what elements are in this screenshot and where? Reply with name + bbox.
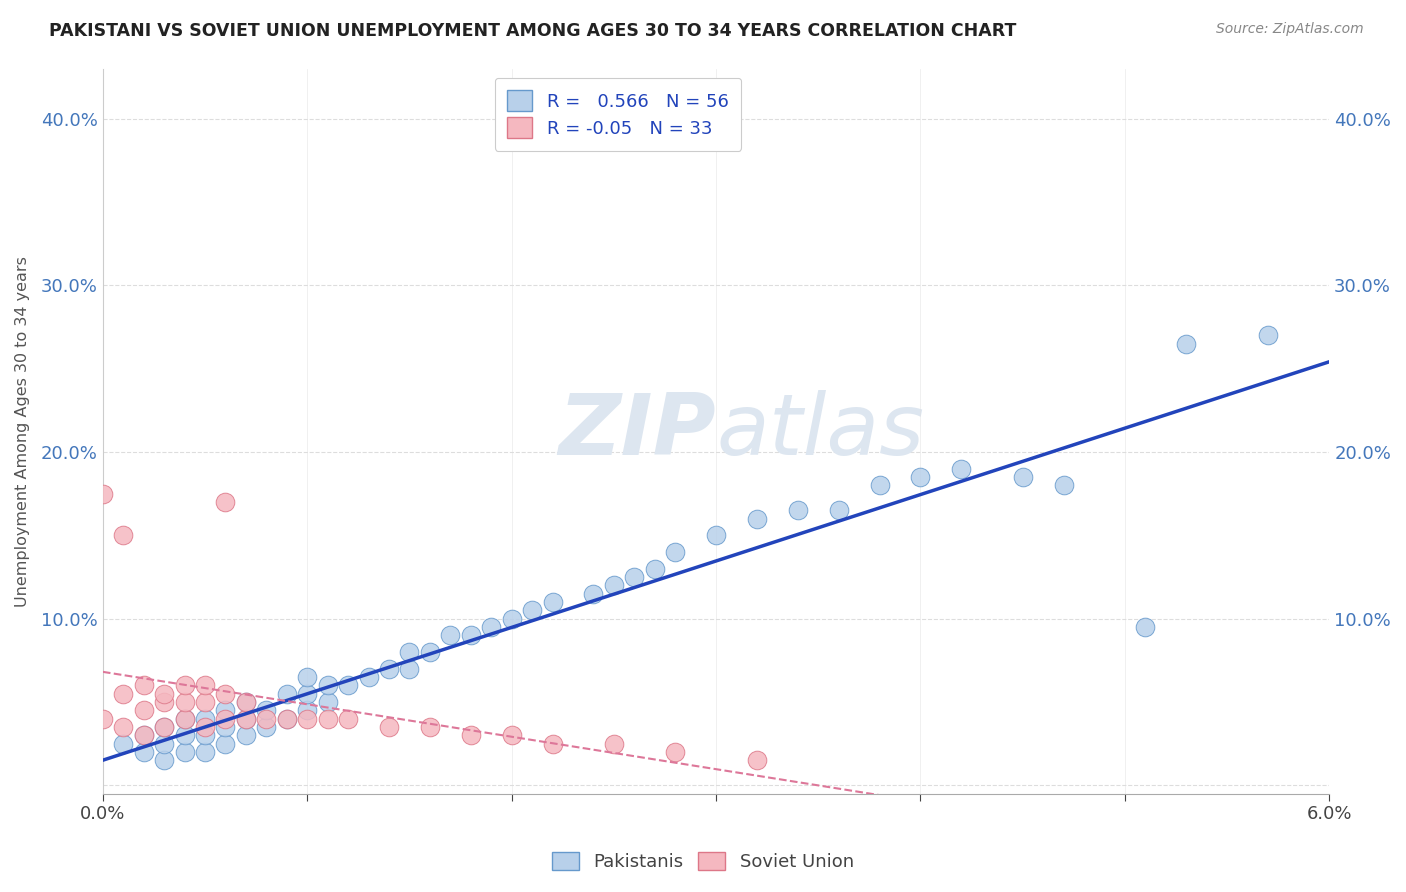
Point: [235, 695, 257, 709]
Point: [316, 712, 339, 726]
Point: [214, 687, 236, 701]
Point: [316, 678, 339, 692]
Point: [132, 728, 155, 742]
Point: [1011, 470, 1033, 484]
Point: [194, 712, 217, 726]
Text: atlas: atlas: [716, 390, 924, 473]
Point: [173, 695, 195, 709]
Point: [132, 745, 155, 759]
Point: [460, 728, 482, 742]
Point: [91, 712, 114, 726]
Point: [704, 528, 727, 542]
Point: [132, 728, 155, 742]
Text: ZIP: ZIP: [558, 390, 716, 473]
Point: [173, 728, 195, 742]
Point: [132, 678, 155, 692]
Point: [214, 703, 236, 717]
Point: [112, 737, 135, 751]
Point: [644, 561, 666, 575]
Point: [501, 728, 523, 742]
Point: [541, 595, 564, 609]
Point: [235, 728, 257, 742]
Point: [254, 712, 277, 726]
Point: [194, 720, 217, 734]
Point: [112, 720, 135, 734]
Point: [501, 612, 523, 626]
Point: [439, 628, 461, 642]
Point: [378, 720, 401, 734]
Point: [194, 678, 217, 692]
Point: [664, 545, 686, 559]
Point: [214, 712, 236, 726]
Point: [460, 628, 482, 642]
Point: [786, 503, 808, 517]
Point: [297, 670, 319, 684]
Point: [297, 712, 319, 726]
Point: [112, 687, 135, 701]
Point: [398, 645, 420, 659]
Point: [745, 511, 768, 525]
Point: [541, 737, 564, 751]
Point: [603, 578, 626, 592]
Point: [828, 503, 851, 517]
Point: [132, 703, 155, 717]
Point: [153, 687, 176, 701]
Point: [194, 695, 217, 709]
Point: [153, 720, 176, 734]
Legend: Pakistanis, Soviet Union: Pakistanis, Soviet Union: [546, 845, 860, 879]
Point: [745, 753, 768, 767]
Point: [153, 720, 176, 734]
Text: PAKISTANI VS SOVIET UNION UNEMPLOYMENT AMONG AGES 30 TO 34 YEARS CORRELATION CHA: PAKISTANI VS SOVIET UNION UNEMPLOYMENT A…: [49, 22, 1017, 40]
Point: [254, 720, 277, 734]
Point: [276, 712, 298, 726]
Point: [869, 478, 891, 492]
Text: Source: ZipAtlas.com: Source: ZipAtlas.com: [1216, 22, 1364, 37]
Point: [153, 737, 176, 751]
Point: [1135, 620, 1157, 634]
Point: [419, 720, 441, 734]
Point: [297, 703, 319, 717]
Point: [235, 712, 257, 726]
Point: [337, 712, 360, 726]
Point: [214, 720, 236, 734]
Point: [1052, 478, 1074, 492]
Point: [235, 695, 257, 709]
Point: [582, 587, 605, 601]
Point: [357, 670, 380, 684]
Point: [112, 528, 135, 542]
Point: [194, 745, 217, 759]
Point: [194, 728, 217, 742]
Legend: R =   0.566   N = 56, R = -0.05   N = 33: R = 0.566 N = 56, R = -0.05 N = 33: [495, 78, 741, 151]
Point: [316, 695, 339, 709]
Point: [664, 745, 686, 759]
Point: [254, 703, 277, 717]
Point: [603, 737, 626, 751]
Point: [91, 486, 114, 500]
Point: [950, 461, 973, 475]
Point: [623, 570, 645, 584]
Point: [214, 495, 236, 509]
Point: [1257, 328, 1279, 343]
Y-axis label: Unemployment Among Ages 30 to 34 years: Unemployment Among Ages 30 to 34 years: [15, 256, 30, 607]
Point: [173, 745, 195, 759]
Point: [173, 678, 195, 692]
Point: [910, 470, 932, 484]
Point: [173, 712, 195, 726]
Point: [153, 695, 176, 709]
Point: [173, 712, 195, 726]
Point: [479, 620, 502, 634]
Point: [378, 662, 401, 676]
Point: [1175, 336, 1198, 351]
Point: [337, 678, 360, 692]
Point: [419, 645, 441, 659]
Point: [398, 662, 420, 676]
Point: [297, 687, 319, 701]
Point: [235, 712, 257, 726]
Point: [276, 712, 298, 726]
Point: [520, 603, 543, 617]
Point: [276, 687, 298, 701]
Point: [153, 753, 176, 767]
Point: [214, 737, 236, 751]
